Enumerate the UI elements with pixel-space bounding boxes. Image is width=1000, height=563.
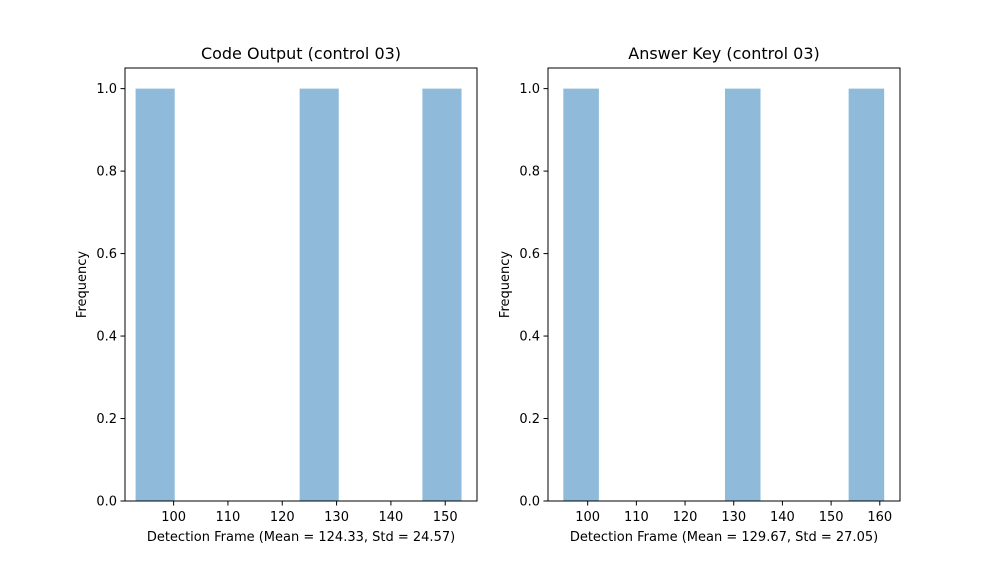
x-tick-label: 140	[770, 510, 795, 525]
x-tick-label: 130	[721, 510, 746, 525]
y-tick-label: 0.4	[519, 330, 540, 345]
x-tick-label: 100	[575, 510, 600, 525]
x-tick-label: 150	[819, 510, 844, 525]
histogram-bar-1	[563, 88, 599, 501]
y-tick-label: 0.6	[96, 247, 117, 262]
y-axis-label: Frequency	[498, 251, 513, 318]
y-tick-label: 0.0	[519, 495, 540, 510]
histogram-bar-3	[848, 88, 885, 501]
x-tick-label: 110	[216, 510, 241, 525]
y-tick-label: 0.0	[96, 495, 117, 510]
plot-frame	[124, 67, 478, 502]
x-tick-label: 120	[270, 510, 295, 525]
chart-title: Answer Key (control 03)	[628, 44, 820, 63]
x-tick-label: 120	[673, 510, 698, 525]
x-tick-label: 140	[378, 510, 403, 525]
chart-title: Code Output (control 03)	[201, 44, 401, 63]
histogram-bar-2	[299, 88, 339, 501]
plot-frame	[547, 67, 901, 502]
x-axis-label: Detection Frame (Mean = 129.67, Std = 27…	[570, 530, 878, 545]
bars	[563, 88, 885, 501]
x-axis-label: Detection Frame (Mean = 124.33, Std = 24…	[147, 530, 455, 545]
chart-code-output: 100 110 120 130 140 150 0.0 0.2 0.4 0.6 0.8 1.0 Co…	[75, 44, 478, 545]
x-tick-label: 100	[161, 510, 186, 525]
chart-answer-key: 100 110 120 130 140 150 160 0.0 0.2 0.4 0.6 0.8 1.0…	[498, 44, 901, 545]
y-tick-label: 0.2	[519, 412, 540, 427]
y-tick-label: 0.8	[519, 165, 540, 180]
y-tick-label: 0.6	[519, 247, 540, 262]
y-tick-label: 0.8	[96, 165, 117, 180]
y-ticks: 0.0 0.2 0.4 0.6 0.8 1.0	[96, 82, 125, 510]
x-tick-label: 150	[433, 510, 458, 525]
histogram-bar-1	[135, 88, 175, 501]
y-tick-label: 1.0	[96, 82, 117, 97]
histogram-bar-3	[422, 88, 462, 501]
x-tick-label: 110	[624, 510, 649, 525]
x-tick-label: 130	[324, 510, 349, 525]
y-ticks: 0.0 0.2 0.4 0.6 0.8 1.0	[519, 82, 548, 510]
x-ticks: 100 110 120 130 140 150 160	[575, 501, 892, 525]
bars	[135, 88, 462, 501]
y-tick-label: 1.0	[519, 82, 540, 97]
histogram-bar-2	[724, 88, 761, 501]
y-tick-label: 0.2	[96, 412, 117, 427]
y-tick-label: 0.4	[96, 330, 117, 345]
x-tick-label: 160	[867, 510, 892, 525]
x-ticks: 100 110 120 130 140 150	[161, 501, 458, 525]
y-axis-label: Frequency	[75, 251, 90, 318]
